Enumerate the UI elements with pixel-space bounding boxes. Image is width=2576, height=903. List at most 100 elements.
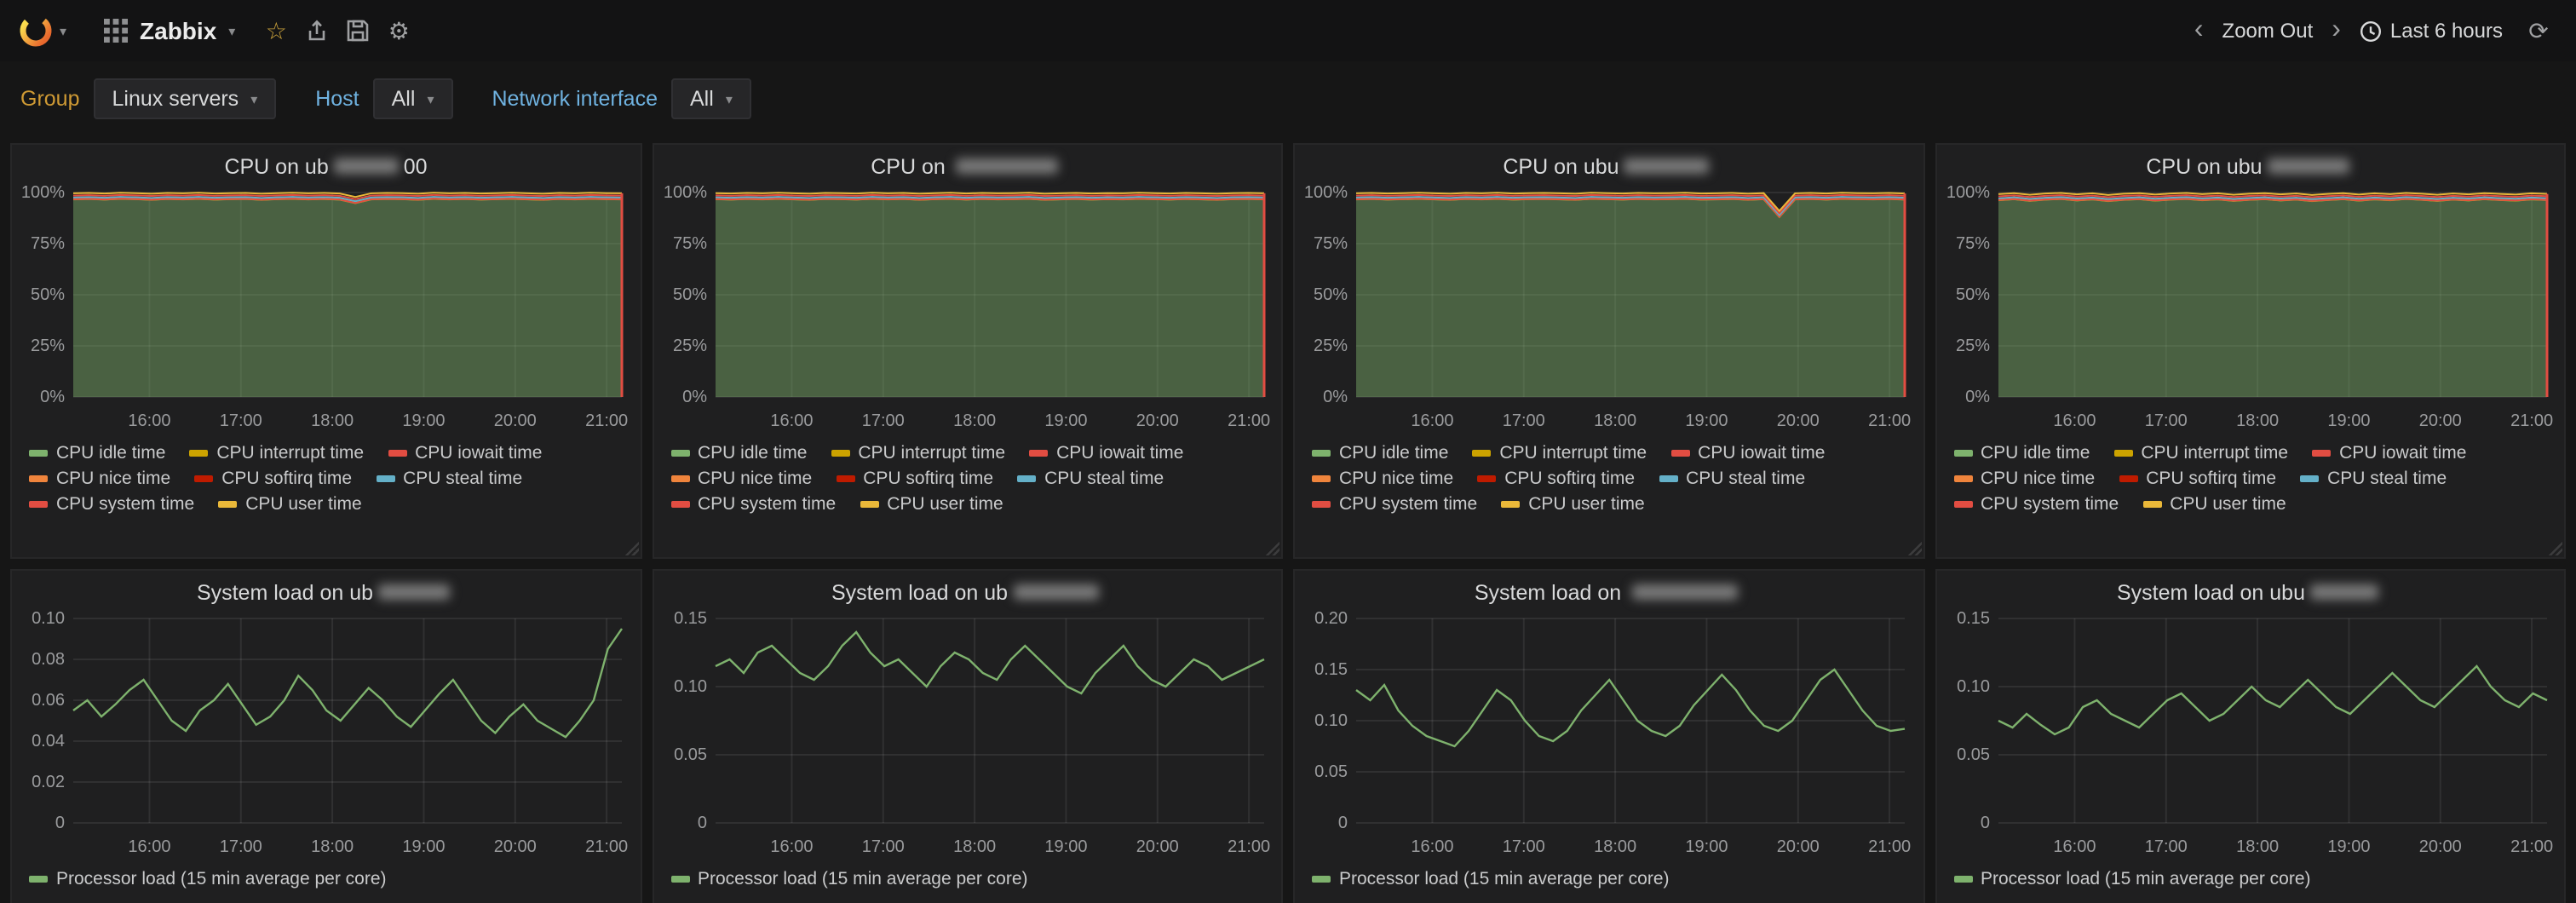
- legend-item[interactable]: CPU steal time: [1017, 469, 1164, 489]
- time-series-chart[interactable]: 0 0.05 0.10 0.15 16:00 17:00 18:00 19:00 20:00 21…: [661, 608, 1274, 864]
- legend-item[interactable]: CPU steal time: [2300, 469, 2447, 489]
- time-series-chart[interactable]: 0 0.02 0.04 0.06 0.08 0.10 16:00 17:00 18:00 19:0…: [20, 608, 633, 864]
- legend: CPU idle time CPU interrupt time CPU iowai…: [15, 438, 636, 518]
- legend-item[interactable]: CPU user time: [218, 494, 362, 515]
- panel-title[interactable]: System load on ubu: [1940, 574, 2561, 608]
- panel-resize-handle[interactable]: [1906, 540, 1921, 555]
- panel-resize-handle[interactable]: [2547, 901, 2562, 903]
- legend-series-label: CPU nice time: [698, 469, 813, 489]
- legend-item[interactable]: CPU steal time: [376, 469, 522, 489]
- save-dashboard-button[interactable]: [337, 9, 378, 53]
- panel-resize-handle[interactable]: [1906, 901, 1921, 903]
- legend-item[interactable]: CPU interrupt time: [831, 443, 1005, 463]
- time-series-chart[interactable]: 0% 25% 50% 75% 100% 16:00 17:00 18:00 19:00 20:00…: [1302, 182, 1916, 438]
- variable-value-group[interactable]: Linux servers ▾: [93, 78, 277, 119]
- legend-item[interactable]: CPU user time: [2142, 494, 2286, 515]
- variable-value-host[interactable]: All ▾: [372, 78, 453, 119]
- legend-item[interactable]: CPU nice time: [1953, 469, 2095, 489]
- legend-series-swatch: [376, 475, 395, 482]
- variable-value-network-interface[interactable]: All ▾: [671, 78, 751, 119]
- legend-item[interactable]: CPU idle time: [29, 443, 165, 463]
- legend-item[interactable]: CPU nice time: [29, 469, 170, 489]
- svg-text:19:00: 19:00: [1686, 837, 1728, 856]
- time-series-chart[interactable]: 0 0.05 0.10 0.15 0.20 16:00 17:00 18:00 19:00 20:…: [1302, 608, 1916, 864]
- time-shift-left-button[interactable]: ‹: [2194, 15, 2204, 44]
- legend-item[interactable]: CPU iowait time: [2312, 443, 2466, 463]
- panel-resize-handle[interactable]: [2547, 540, 2562, 555]
- legend-item[interactable]: CPU idle time: [1312, 443, 1448, 463]
- time-series-chart[interactable]: 0 0.05 0.10 0.15 16:00 17:00 18:00 19:00 20:00 21…: [1944, 608, 2557, 864]
- svg-text:16:00: 16:00: [770, 411, 813, 430]
- panel-title[interactable]: System load on: [1298, 574, 1919, 608]
- grafana-logo-menu[interactable]: ▾: [10, 12, 83, 49]
- legend-series-label: CPU steal time: [1044, 469, 1164, 489]
- time-series-chart[interactable]: 0% 25% 50% 75% 100% 16:00 17:00 18:00 19:00 20:00…: [661, 182, 1274, 438]
- caret-down-icon: ▾: [250, 91, 258, 106]
- legend-item[interactable]: CPU nice time: [670, 469, 812, 489]
- dashboard-settings-button[interactable]: ⚙: [388, 16, 410, 43]
- legend-item[interactable]: CPU system time: [1312, 494, 1477, 515]
- legend-item[interactable]: CPU system time: [29, 494, 194, 515]
- panel-title[interactable]: CPU on: [657, 148, 1278, 182]
- star-dashboard-button[interactable]: ☆: [265, 16, 287, 43]
- legend-item[interactable]: Processor load (15 min average per core): [29, 869, 387, 889]
- legend-series-swatch: [836, 475, 855, 482]
- svg-text:25%: 25%: [1314, 336, 1348, 355]
- legend-item[interactable]: Processor load (15 min average per core): [1953, 869, 2311, 889]
- legend-item[interactable]: CPU idle time: [670, 443, 807, 463]
- legend-series-label: CPU softirq time: [2146, 469, 2277, 489]
- legend-item[interactable]: CPU iowait time: [1670, 443, 1825, 463]
- legend-series-label: CPU system time: [1339, 494, 1478, 515]
- legend-item[interactable]: CPU interrupt time: [189, 443, 364, 463]
- legend-series-label: CPU idle time: [698, 443, 808, 463]
- legend-item[interactable]: CPU iowait time: [1029, 443, 1183, 463]
- svg-text:19:00: 19:00: [1044, 837, 1087, 856]
- panel-title[interactable]: CPU on ub 00: [15, 148, 636, 182]
- legend-item[interactable]: CPU user time: [1501, 494, 1645, 515]
- legend-item[interactable]: CPU interrupt time: [2113, 443, 2288, 463]
- legend-item[interactable]: CPU idle time: [1953, 443, 2090, 463]
- redacted-hostname: [378, 584, 451, 600]
- zoom-out-button[interactable]: Zoom Out: [2222, 19, 2314, 43]
- panel-resize-handle[interactable]: [1264, 540, 1279, 555]
- legend-item[interactable]: Processor load (15 min average per core): [670, 869, 1028, 889]
- refresh-button[interactable]: ⟳: [2528, 16, 2549, 43]
- panel-title[interactable]: System load on ub: [657, 574, 1278, 608]
- legend-item[interactable]: CPU softirq time: [2119, 469, 2276, 489]
- svg-text:0.20: 0.20: [1315, 609, 1348, 628]
- svg-text:0.04: 0.04: [32, 732, 66, 751]
- dashboard-picker[interactable]: Zabbix ▾: [83, 0, 256, 61]
- share-dashboard-button[interactable]: [296, 9, 337, 53]
- svg-text:0.15: 0.15: [674, 609, 707, 628]
- panel-title[interactable]: CPU on ubu: [1298, 148, 1919, 182]
- svg-text:0%: 0%: [1324, 388, 1348, 406]
- svg-text:16:00: 16:00: [1412, 411, 1454, 430]
- legend-item[interactable]: CPU nice time: [1312, 469, 1453, 489]
- panel-resize-handle[interactable]: [623, 540, 638, 555]
- legend-item[interactable]: CPU iowait time: [388, 443, 542, 463]
- panel-resize-handle[interactable]: [1264, 901, 1279, 903]
- variable-host: Host All ▾: [315, 78, 453, 119]
- legend-item[interactable]: CPU system time: [1953, 494, 2119, 515]
- panel-title[interactable]: CPU on ubu: [1940, 148, 2561, 182]
- panel-resize-handle[interactable]: [623, 901, 638, 903]
- legend-item[interactable]: CPU interrupt time: [1472, 443, 1647, 463]
- dashboard-panel-cpu-2: CPU on 0% 25% 50% 75% 100% 16:00 17:00 18:00 19:…: [652, 143, 1283, 559]
- svg-text:17:00: 17:00: [1503, 837, 1545, 856]
- dashboard-panel-load-4: System load on ubu 0 0.05 0.10 0.15 16:00 17:…: [1935, 569, 2566, 903]
- legend-item[interactable]: CPU softirq time: [194, 469, 352, 489]
- redacted-hostname: [956, 158, 1059, 174]
- time-series-chart[interactable]: 0% 25% 50% 75% 100% 16:00 17:00 18:00 19:00 20:00…: [20, 182, 633, 438]
- legend-series-swatch: [1501, 501, 1521, 508]
- legend-item[interactable]: CPU system time: [670, 494, 836, 515]
- legend-item[interactable]: CPU steal time: [1659, 469, 1805, 489]
- panel-title[interactable]: System load on ub: [15, 574, 636, 608]
- legend-item[interactable]: CPU softirq time: [1477, 469, 1635, 489]
- redacted-hostname: [333, 158, 399, 174]
- legend-item[interactable]: CPU softirq time: [836, 469, 993, 489]
- legend-item[interactable]: CPU user time: [860, 494, 1003, 515]
- time-series-chart[interactable]: 0% 25% 50% 75% 100% 16:00 17:00 18:00 19:00 20:00…: [1944, 182, 2557, 438]
- legend-item[interactable]: Processor load (15 min average per core): [1312, 869, 1670, 889]
- time-range-picker[interactable]: Last 6 hours: [2360, 19, 2503, 43]
- time-shift-right-button[interactable]: ›: [2332, 15, 2341, 44]
